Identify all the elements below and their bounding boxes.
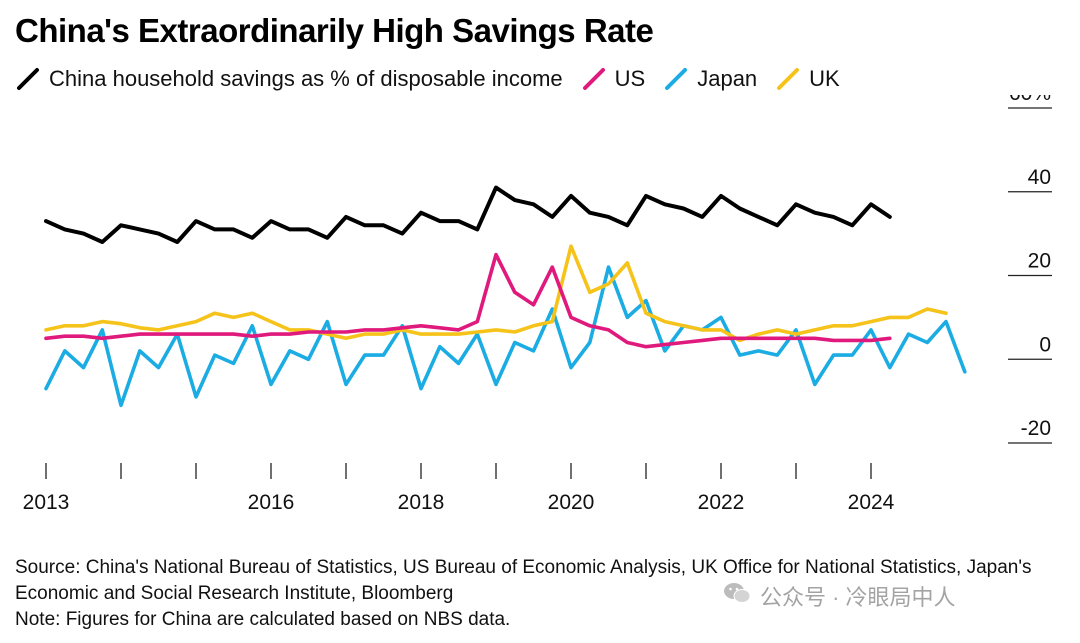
watermark-text: 公众号 · 冷眼局中人 xyxy=(760,585,956,610)
legend-label-us: US xyxy=(614,66,646,91)
wechat-icon xyxy=(722,580,752,612)
source-note: Source: China's National Bureau of Stati… xyxy=(15,557,1032,604)
footer: Source: China's National Bureau of Stati… xyxy=(15,555,1065,633)
y-tick-label-1: 40 xyxy=(1028,166,1051,189)
line-chart: 60% 40 20 0 -20 2013 2016 2018 2020 2022 2024 xyxy=(23,95,1052,514)
y-tick-label-2: 20 xyxy=(1028,250,1051,273)
legend-swatch-china-icon xyxy=(15,66,41,92)
legend-item-uk: UK xyxy=(775,66,840,92)
y-tick-label-4: -20 xyxy=(1021,417,1051,440)
legend-label-uk: UK xyxy=(809,66,840,91)
x-tick-label-0: 2013 xyxy=(23,491,70,514)
watermark: 公众号 · 冷眼局中人 xyxy=(722,580,956,612)
y-tick-label-3: 0 xyxy=(1039,333,1051,356)
x-tick-label-2: 2018 xyxy=(398,491,445,514)
series-line-uk xyxy=(44,244,948,343)
legend-label-japan: Japan xyxy=(697,66,758,91)
series-line-japan xyxy=(44,265,967,408)
legend-swatch-japan-icon xyxy=(663,66,689,92)
legend-item-china: China household savings as % of disposab… xyxy=(15,66,563,92)
x-tick-label-5: 2024 xyxy=(848,491,895,514)
legend-item-japan: Japan xyxy=(663,66,757,92)
legend-item-us: US xyxy=(581,66,646,92)
footnote: Note: Figures for China are calculated b… xyxy=(15,609,511,630)
series-line-china xyxy=(44,185,892,244)
series-line-us xyxy=(44,252,892,349)
chart-title: China's Extraordinarily High Savings Rat… xyxy=(15,12,654,49)
x-tick-label-1: 2016 xyxy=(248,491,295,514)
legend-swatch-uk-icon xyxy=(775,66,801,92)
x-tick-label-4: 2022 xyxy=(698,491,745,514)
legend-swatch-us-icon xyxy=(581,66,607,92)
legend: China household savings as % of disposab… xyxy=(15,64,858,94)
y-tick-label-0: 60% xyxy=(1009,95,1051,105)
legend-label-china: China household savings as % of disposab… xyxy=(49,66,563,91)
x-tick-label-3: 2020 xyxy=(548,491,595,514)
